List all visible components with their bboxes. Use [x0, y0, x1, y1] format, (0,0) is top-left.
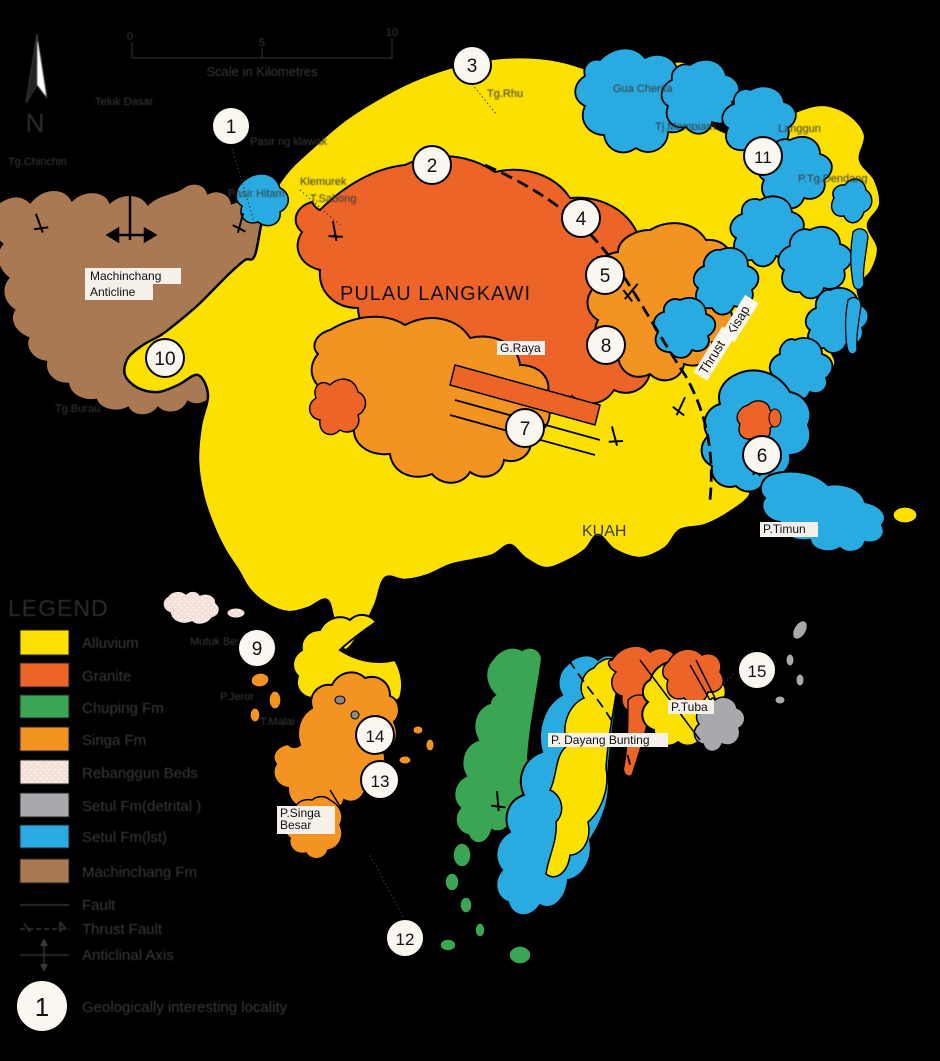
svg-text:Rebanggun Beds: Rebanggun Beds [82, 765, 198, 782]
svg-text:Singa Fm: Singa Fm [82, 732, 146, 749]
svg-text:P.Tg.Dendang: P.Tg.Dendang [798, 173, 868, 185]
svg-text:Gua Cherita: Gua Cherita [613, 83, 673, 95]
svg-text:P.Timun: P.Timun [763, 522, 806, 536]
svg-text:Pasir ng klawak: Pasir ng klawak [250, 136, 328, 148]
svg-text:Granite: Granite [82, 668, 131, 685]
svg-text:Teluk Dasar: Teluk Dasar [95, 96, 153, 108]
svg-text:5: 5 [259, 37, 265, 49]
svg-text:9: 9 [252, 639, 263, 660]
svg-text:T.Sabong: T.Sabong [310, 193, 356, 205]
svg-text:6: 6 [757, 446, 768, 467]
svg-text:PULAU LANGKAWI: PULAU LANGKAWI [340, 283, 531, 305]
svg-text:P.Tuba: P.Tuba [671, 700, 708, 714]
svg-text:8: 8 [601, 336, 612, 357]
svg-text:Alluvium: Alluvium [82, 635, 139, 652]
svg-text:P.Jeror: P.Jeror [220, 691, 254, 703]
svg-text:Anticlinal Axis: Anticlinal Axis [82, 947, 174, 964]
svg-text:Machinchang: Machinchang [90, 269, 161, 283]
svg-text:Fault: Fault [82, 897, 116, 914]
svg-text:10: 10 [154, 349, 175, 370]
svg-text:3: 3 [467, 56, 478, 77]
svg-text:Tg.Rhu: Tg.Rhu [487, 88, 523, 100]
svg-text:Scale in Kilometres: Scale in Kilometres [206, 64, 318, 79]
svg-text:1: 1 [226, 117, 237, 138]
svg-text:KUAH: KUAH [582, 523, 626, 540]
svg-text:15: 15 [748, 662, 767, 681]
svg-text:Langgun: Langgun [778, 123, 821, 135]
svg-text:5: 5 [600, 266, 611, 287]
svg-text:4: 4 [576, 209, 587, 230]
svg-text:Tg.Chinchin: Tg.Chinchin [8, 156, 67, 168]
svg-text:10: 10 [386, 27, 398, 39]
svg-text:0: 0 [127, 31, 133, 43]
svg-text:1: 1 [35, 992, 49, 1022]
svg-text:Pasir Hitam: Pasir Hitam [228, 188, 285, 200]
svg-text:Chuping Fm: Chuping Fm [82, 700, 164, 717]
svg-text:13: 13 [371, 772, 390, 791]
svg-text:LEGEND: LEGEND [8, 595, 109, 621]
svg-text:Tj.Mempiam: Tj.Mempiam [655, 121, 716, 133]
svg-text:Setul Fm(detrital ): Setul Fm(detrital ) [82, 798, 201, 815]
svg-text:12: 12 [396, 930, 415, 949]
svg-text:7: 7 [520, 419, 531, 440]
svg-text:G.Raya: G.Raya [500, 341, 541, 355]
svg-text:Machinchang Fm: Machinchang Fm [82, 864, 197, 881]
svg-text:Setul Fm(lst): Setul Fm(lst) [82, 829, 167, 846]
svg-text:Anticline: Anticline [90, 285, 136, 299]
svg-text:Thrust Fault: Thrust Fault [82, 921, 163, 938]
svg-text:Besar: Besar [280, 818, 311, 832]
svg-text:T.Malai: T.Malai [260, 716, 295, 728]
svg-text:Geologically interesting local: Geologically interesting locality [82, 999, 288, 1016]
svg-text:11: 11 [754, 148, 772, 167]
svg-text:N: N [26, 108, 45, 138]
svg-text:P. Dayang Bunting: P. Dayang Bunting [551, 733, 650, 747]
svg-text:Klemurek: Klemurek [300, 176, 347, 188]
svg-text:2: 2 [427, 156, 438, 177]
svg-text:14: 14 [366, 727, 385, 746]
svg-text:Tg.Burau: Tg.Burau [55, 403, 100, 415]
